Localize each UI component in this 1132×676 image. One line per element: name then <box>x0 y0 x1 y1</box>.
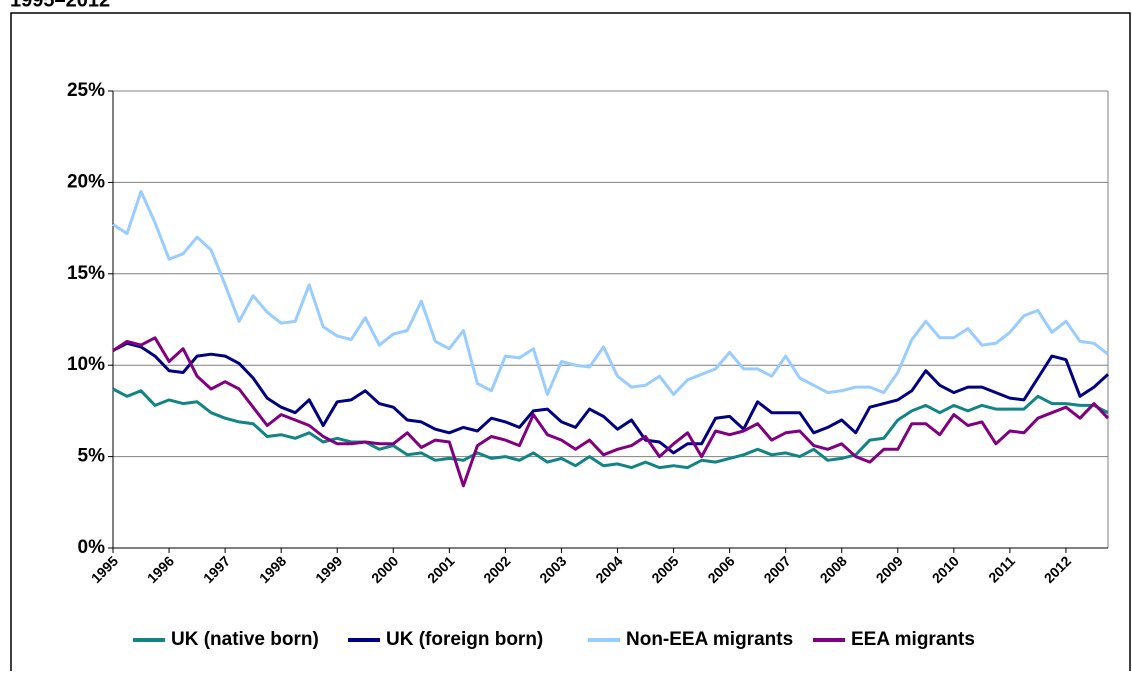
x-tick-label: 2000 <box>368 553 401 586</box>
y-tick-label: 10% <box>67 354 105 375</box>
x-tick-label: 2001 <box>424 553 457 586</box>
x-tick-label: 2005 <box>648 553 681 586</box>
x-tick-label: 2006 <box>704 553 737 586</box>
x-tick-label: 1999 <box>312 553 345 586</box>
y-tick-label: 5% <box>78 446 106 467</box>
x-tick-label: 2002 <box>480 553 513 586</box>
series-line <box>112 387 1109 470</box>
y-tick-label: 0% <box>78 537 106 558</box>
legend-label: UK (foreign born) <box>386 629 543 650</box>
x-tick-label: 1997 <box>200 553 233 586</box>
y-tick-label: 25% <box>67 80 105 101</box>
x-tick-label: 2004 <box>592 553 625 586</box>
x-tick-label: 2007 <box>760 553 793 586</box>
chart-subtitle: 1995–2012 <box>10 0 110 11</box>
y-tick-label: 20% <box>67 171 105 192</box>
chart-frame <box>10 12 1131 676</box>
x-tick-label: 1998 <box>256 553 289 586</box>
x-tick-label: 2003 <box>536 553 569 586</box>
x-tick-label: 2010 <box>929 553 962 586</box>
series-line <box>112 190 1109 396</box>
x-tick-label: 2009 <box>873 553 906 586</box>
legend-label: Non-EEA migrants <box>626 629 793 650</box>
y-tick-label: 15% <box>67 263 105 284</box>
legend-label: UK (native born) <box>171 629 319 650</box>
x-tick-label: 2012 <box>1041 553 1074 586</box>
x-tick-label: 1996 <box>144 553 177 586</box>
series-line <box>112 336 1110 488</box>
x-tick-label: 2008 <box>817 553 850 586</box>
series-line <box>112 341 1110 455</box>
legend-label: EEA migrants <box>851 629 975 650</box>
x-tick-label: 2011 <box>985 553 1018 586</box>
